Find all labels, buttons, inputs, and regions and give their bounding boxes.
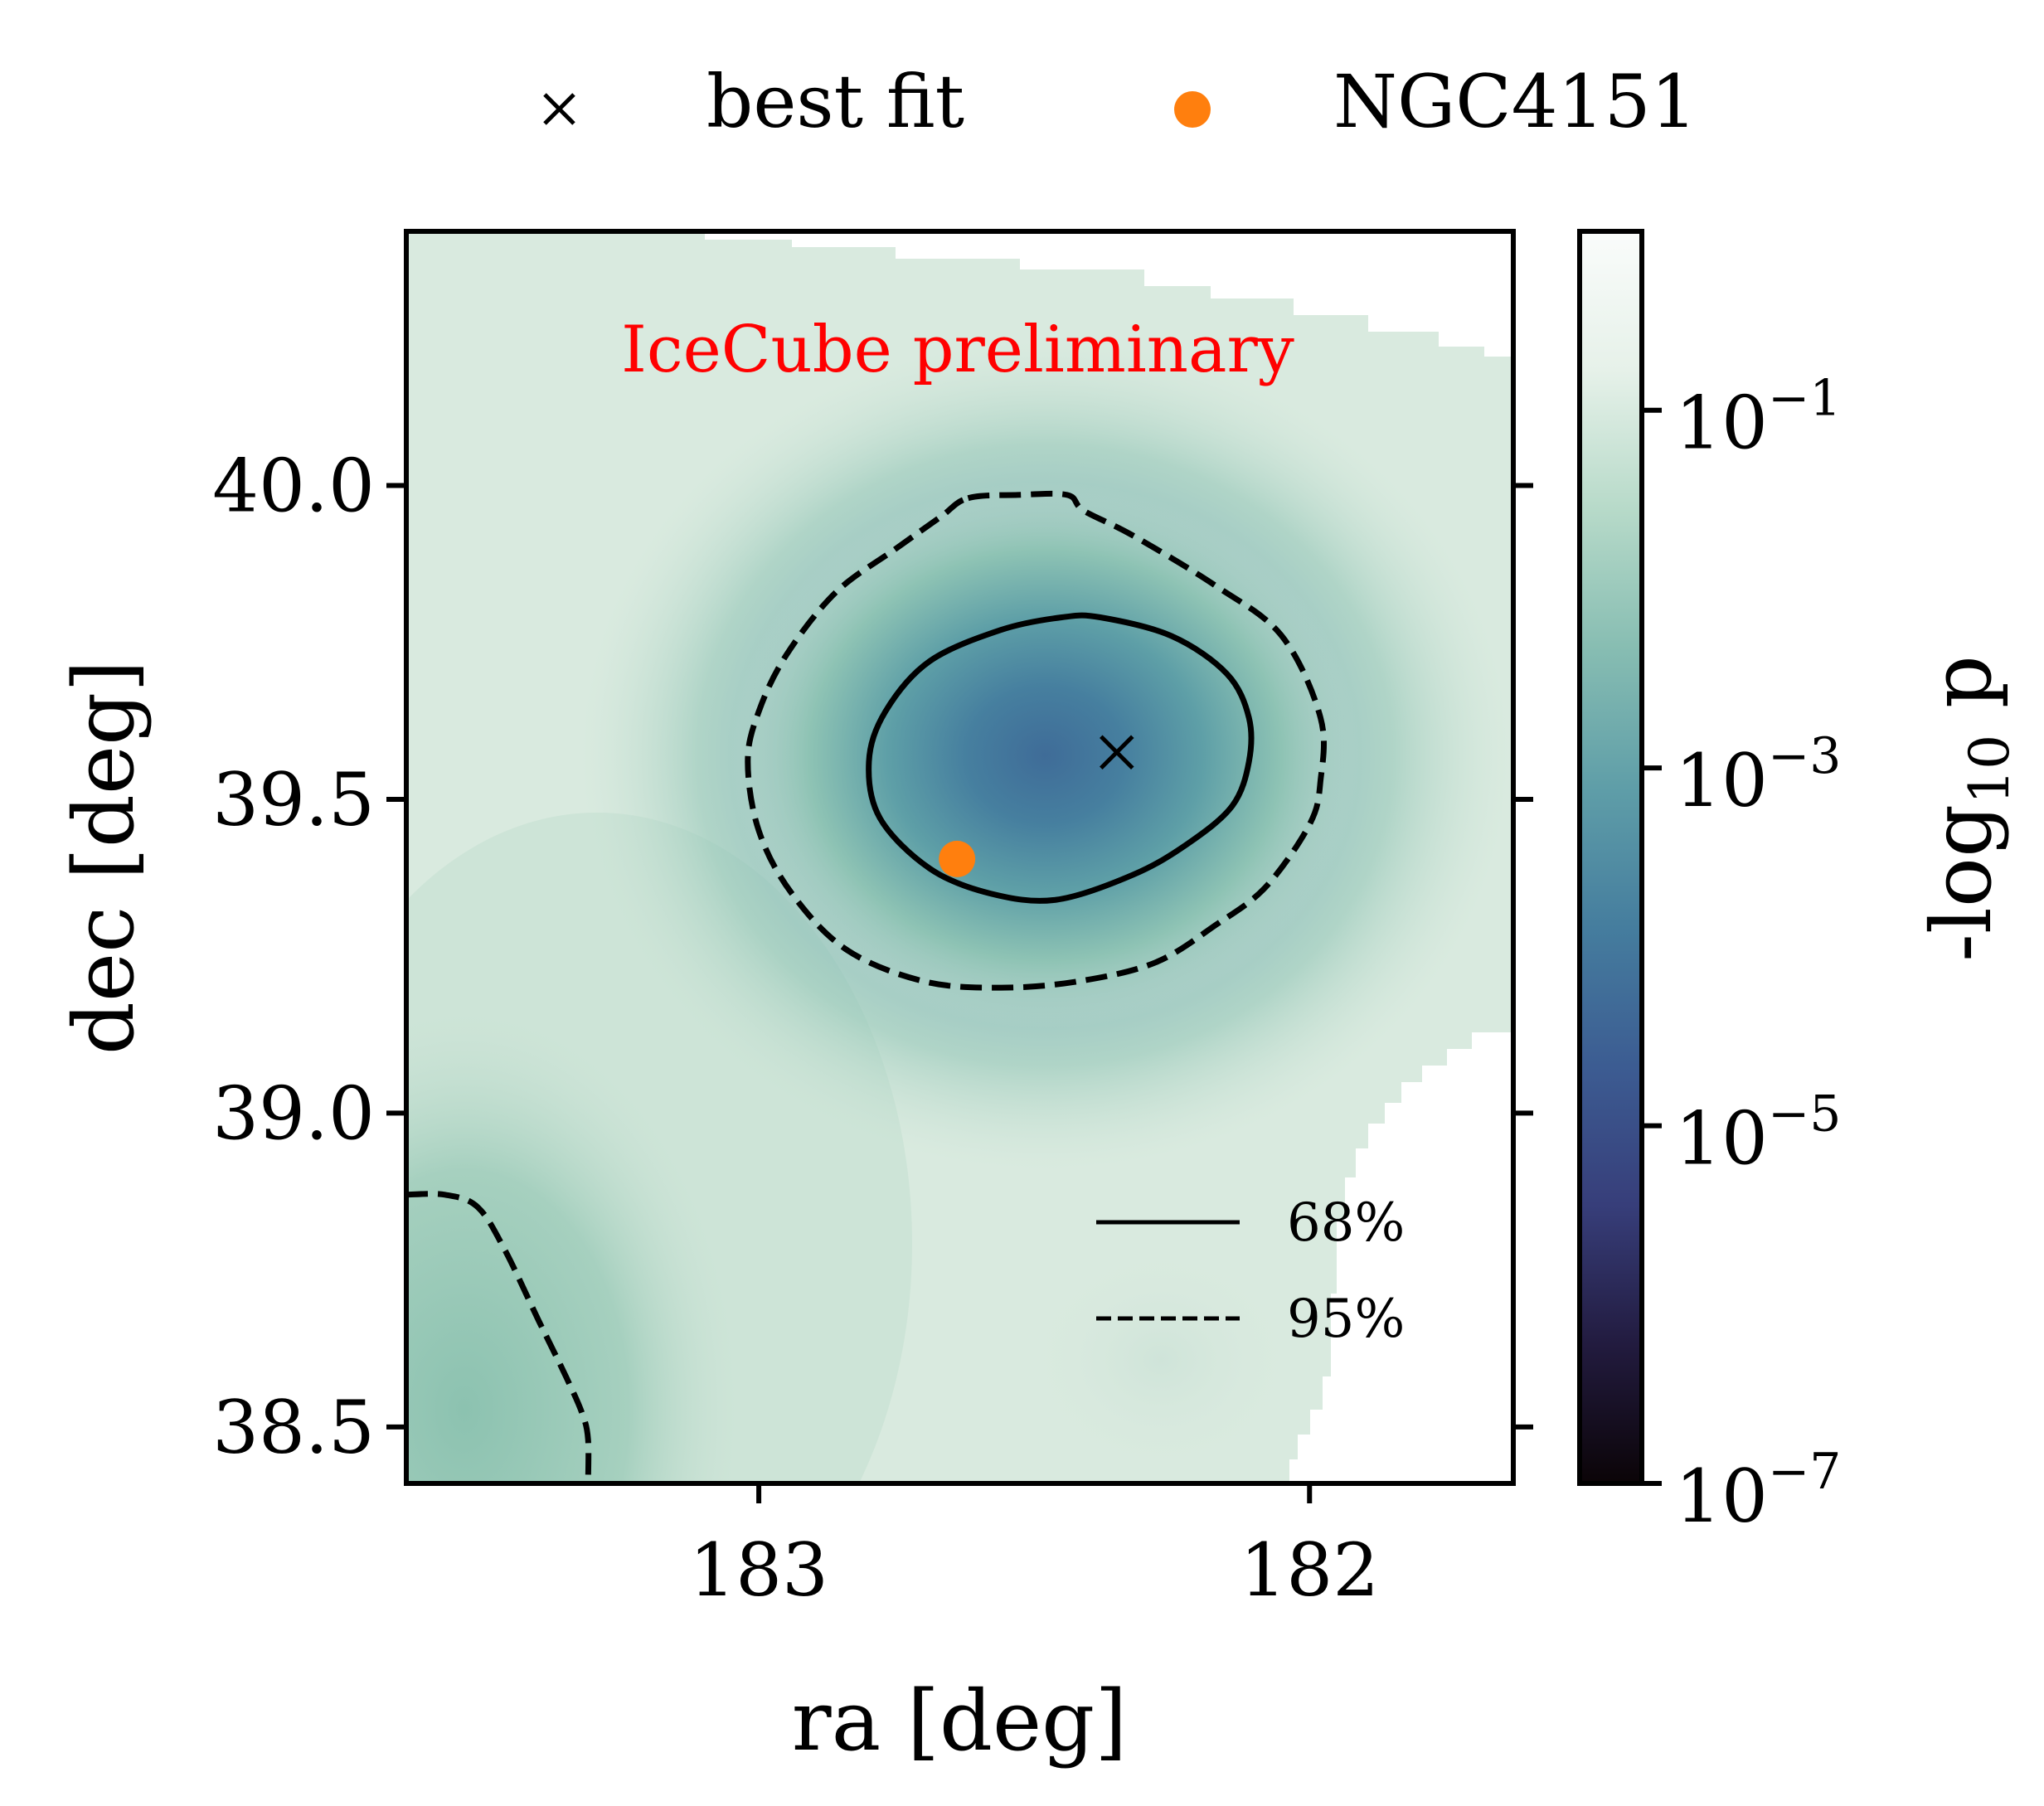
x-tick-label: 182 [1240,1527,1379,1613]
best-fit-marker [1100,735,1134,769]
colorbar-tick-label: 10−3 [1675,727,1841,823]
colorbar-label-prefix: -log [1913,804,2010,962]
colorbar-label-sub: 10 [1958,735,2022,804]
y-axis-label: dec [deg] [56,660,153,1055]
colorbar-tick-label: 10−1 [1675,370,1841,466]
masked-region-top [705,231,1513,357]
heatmap-corner-blob [406,1012,738,1483]
contour-95pct-corner [406,1191,592,1483]
masked-region-right [1289,1032,1513,1483]
heatmap [406,231,1513,1483]
colorbar-tick-label: 10−5 [1675,1085,1841,1182]
colorbar-frame [1577,229,1644,1486]
ngc4151-marker [939,840,976,877]
y-tick-label: 39.5 [212,757,375,842]
contour-68pct [866,612,1255,904]
colorbar-label-suffix: p [1913,655,2010,735]
marker-legend: best fit NGC4151 [543,59,1697,144]
y-tick-label: 38.5 [212,1385,375,1470]
y-tick-label: 39.0 [212,1070,375,1156]
x-tick-label: 183 [689,1527,828,1613]
heatmap-lower-spot [1012,1236,1310,1483]
legend-best-fit-marker [543,93,575,125]
colorbar-label: -log10 p [1913,655,2022,962]
colorbar-tick-label: 10−7 [1675,1443,1841,1539]
legend-label-95: 95% [1287,1289,1405,1350]
colorbar: 10−1 10−3 10−5 10−7 -log10 p [1577,229,2022,1539]
plot-frame [404,229,1516,1486]
heatmap-hotspot [730,482,1361,1030]
colorbar-gradient [1580,231,1642,1483]
legend-best-fit-label: best fit [706,59,964,144]
legend-ngc4151-label: NGC4151 [1333,59,1697,144]
y-tick-label: 40.0 [212,444,375,529]
axes: 183 182 40.0 39.5 39.0 38.5 [212,444,1533,1613]
contour-95pct [745,490,1327,991]
legend-label-68: 68% [1287,1192,1405,1254]
x-axis-label: ra [deg] [792,1672,1127,1770]
contour-legend: 68% 95% [1096,1192,1405,1350]
legend-ngc4151-marker [1174,91,1211,128]
watermark-text: IceCube preliminary [621,313,1294,387]
